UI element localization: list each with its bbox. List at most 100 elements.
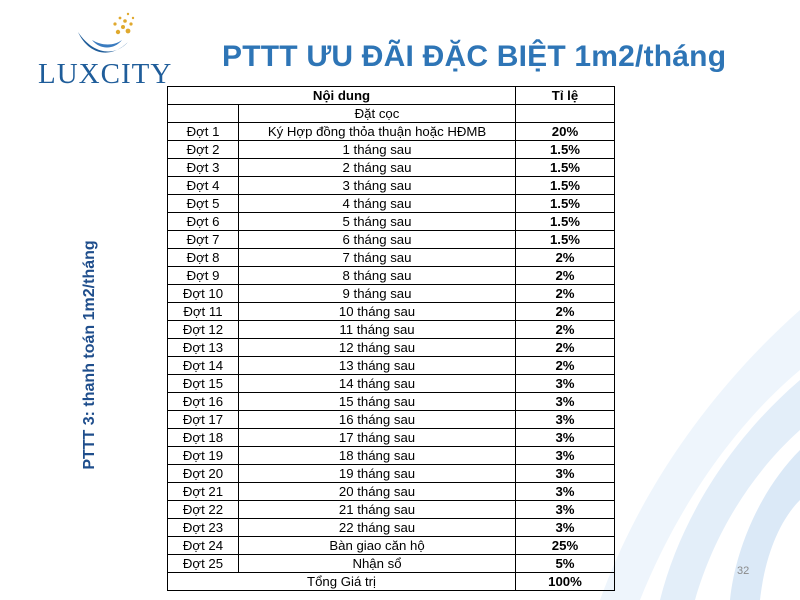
content-cell: 8 tháng sau	[238, 266, 516, 285]
table-row: Đợt 11 10 tháng sau 2%	[167, 302, 615, 321]
content-cell: 16 tháng sau	[238, 410, 516, 429]
content-cell: 7 tháng sau	[238, 248, 516, 267]
rate-cell: 3%	[515, 410, 615, 429]
deposit-row: Đặt cọc	[167, 104, 615, 123]
content-cell: 4 tháng sau	[238, 194, 516, 213]
content-cell: 2 tháng sau	[238, 158, 516, 177]
rate-cell: 3%	[515, 464, 615, 483]
page-title: PTTT ƯU ĐÃI ĐẶC BIỆT 1m2/tháng	[222, 40, 727, 73]
table-row: Đợt 22 21 tháng sau 3%	[167, 500, 615, 519]
content-cell: Nhận sổ	[238, 554, 516, 573]
phase-cell: Đợt 12	[167, 320, 239, 339]
rate-cell: 1.5%	[515, 176, 615, 195]
phase-cell: Đợt 9	[167, 266, 239, 285]
luxcity-logo-emblem	[78, 12, 135, 53]
header-content: Nội dung	[167, 86, 516, 105]
phase-cell: Đợt 1	[167, 122, 239, 141]
table-row: Đợt 14 13 tháng sau 2%	[167, 356, 615, 375]
rate-cell: 1.5%	[515, 230, 615, 249]
payment-schedule-table: Nội dung Tỉ lệ Đặt cọc Đợt 1 Ký Hợp đồng …	[167, 86, 615, 591]
content-cell: 18 tháng sau	[238, 446, 516, 465]
content-cell: Ký Hợp đồng thỏa thuận hoặc HĐMB	[238, 122, 516, 141]
rate-cell: 2%	[515, 356, 615, 375]
phase-cell: Đợt 11	[167, 302, 239, 321]
content-cell: 13 tháng sau	[238, 356, 516, 375]
content-cell: 15 tháng sau	[238, 392, 516, 411]
phase-cell: Đợt 22	[167, 500, 239, 519]
content-cell: 5 tháng sau	[238, 212, 516, 231]
table-row: Đợt 17 16 tháng sau 3%	[167, 410, 615, 429]
rate-cell: 2%	[515, 284, 615, 303]
rate-cell: 3%	[515, 446, 615, 465]
total-row: Tổng Giá trị 100%	[167, 572, 615, 591]
table-row: Đợt 20 19 tháng sau 3%	[167, 464, 615, 483]
rate-cell: 2%	[515, 338, 615, 357]
phase-cell: Đợt 23	[167, 518, 239, 537]
phase-cell: Đợt 7	[167, 230, 239, 249]
phase-cell: Đợt 17	[167, 410, 239, 429]
table-row: Đợt 16 15 tháng sau 3%	[167, 392, 615, 411]
table-row: Đợt 12 11 tháng sau 2%	[167, 320, 615, 339]
background-swirl-decoration	[600, 310, 800, 600]
rate-cell: 3%	[515, 500, 615, 519]
phase-cell: Đợt 13	[167, 338, 239, 357]
rate-cell: 3%	[515, 482, 615, 501]
rate-cell: 3%	[515, 392, 615, 411]
phase-cell: Đợt 16	[167, 392, 239, 411]
rate-cell: 3%	[515, 428, 615, 447]
content-cell: 20 tháng sau	[238, 482, 516, 501]
phase-cell: Đợt 5	[167, 194, 239, 213]
rate-cell: 1.5%	[515, 158, 615, 177]
content-cell: 6 tháng sau	[238, 230, 516, 249]
phase-cell: Đợt 19	[167, 446, 239, 465]
phase-cell: Đợt 2	[167, 140, 239, 159]
phase-cell: Đợt 20	[167, 464, 239, 483]
side-label: PTTT 3: thanh toán 1m2/tháng	[81, 240, 98, 470]
total-rate: 100%	[515, 572, 615, 591]
phase-cell: Đợt 3	[167, 158, 239, 177]
rate-cell: 1.5%	[515, 194, 615, 213]
table-row: Đợt 18 17 tháng sau 3%	[167, 428, 615, 447]
phase-cell: Đợt 10	[167, 284, 239, 303]
brand-name: LUXCITY	[38, 58, 173, 90]
rate-cell: 20%	[515, 122, 615, 141]
content-cell: 1 tháng sau	[238, 140, 516, 159]
rate-cell: 1.5%	[515, 140, 615, 159]
phase-cell: Đợt 25	[167, 554, 239, 573]
content-cell: 11 tháng sau	[238, 320, 516, 339]
content-cell: 3 tháng sau	[238, 176, 516, 195]
content-cell: 19 tháng sau	[238, 464, 516, 483]
header-rate: Tỉ lệ	[515, 86, 615, 105]
content-cell: 10 tháng sau	[238, 302, 516, 321]
table-header-row: Nội dung Tỉ lệ	[167, 86, 615, 105]
table-row: Đợt 13 12 tháng sau 2%	[167, 338, 615, 357]
phase-cell: Đợt 6	[167, 212, 239, 231]
table-row: Đợt 21 20 tháng sau 3%	[167, 482, 615, 501]
content-cell: 12 tháng sau	[238, 338, 516, 357]
phase-cell: Đợt 14	[167, 356, 239, 375]
table-row: Đợt 24 Bàn giao căn hộ 25%	[167, 536, 615, 555]
table-row: Đợt 15 14 tháng sau 3%	[167, 374, 615, 393]
rate-cell: 2%	[515, 248, 615, 267]
rate-cell: 5%	[515, 554, 615, 573]
deposit-label: Đặt cọc	[238, 104, 516, 123]
content-cell: 14 tháng sau	[238, 374, 516, 393]
deposit-rate-cell	[515, 104, 615, 123]
phase-cell: Đợt 21	[167, 482, 239, 501]
table-row: Đợt 23 22 tháng sau 3%	[167, 518, 615, 537]
total-label: Tổng Giá trị	[167, 572, 516, 591]
rate-cell: 3%	[515, 518, 615, 537]
table-row: Đợt 25 Nhận sổ 5%	[167, 554, 615, 573]
rate-cell: 3%	[515, 374, 615, 393]
phase-cell: Đợt 18	[167, 428, 239, 447]
table-row: Đợt 1 Ký Hợp đồng thỏa thuận hoặc HĐMB 20%	[167, 122, 615, 141]
page-number: 32	[737, 565, 750, 577]
phase-cell: Đợt 8	[167, 248, 239, 267]
